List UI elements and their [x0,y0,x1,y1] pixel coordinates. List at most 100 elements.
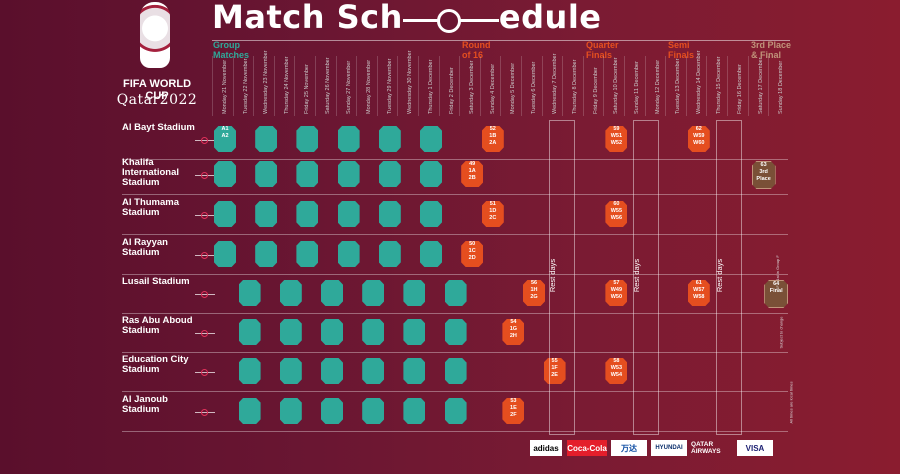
row-divider [122,313,788,314]
day-header: Friday 9 December [585,67,601,114]
day-header: Sunday 4 December [482,64,498,114]
day-separator [479,56,481,116]
match-text: A2 [221,133,229,139]
day-label: Thursday 24 November [283,56,290,114]
venue-name: Al Rayyan Stadium [122,237,168,258]
third-place-match-hex: 63 3rd Place [751,161,776,189]
venue-name: Al Thumama Stadium [122,197,180,218]
knockout-match-hex: 59 W51 W52 [605,126,628,152]
match-text: 63 [760,162,767,168]
sponsor-qatar-airways: QATAR AIRWAYS [691,441,721,455]
knockout-match-hex: 51 1D 2C [481,201,504,227]
match-text: 2B [468,175,476,181]
match-text: W51 [610,133,623,139]
match-text: W55 [610,208,623,214]
knockout-match-hex: 50 1C 2D [461,241,484,267]
trophy-emblem-icon [140,2,170,68]
group-match-hex [255,126,278,152]
day-header: Friday 16 December [729,64,745,114]
day-separator [624,56,625,116]
day-label: Thursday 8 December [572,59,579,114]
knockout-match-hex: 49 1A 2B [461,161,484,187]
match-text: 1A [468,168,476,174]
match-text: W52 [610,140,623,146]
group-match-hex [378,241,401,267]
day-separator [294,56,296,116]
match-text: A1 [221,126,229,132]
phase-group: Group Matches [213,40,249,60]
group-match-hex [255,201,278,227]
match-text: W56 [610,215,623,221]
side-note: 1F = 1st in Group F [774,255,780,290]
group-match-hex [337,201,360,227]
match-text: W57 [693,287,705,293]
match-text: 1F [551,365,558,371]
day-separator [500,56,502,116]
group-match-hex [321,280,343,306]
match-text: 2H [509,333,517,339]
group-match-hex [362,398,385,424]
group-match-hex [362,280,385,306]
group-match-hex [321,358,343,384]
day-separator [665,56,667,116]
day-separator [253,56,255,116]
day-header: Tuesday 29 November [379,59,395,114]
phase-label: Finals [668,50,695,60]
match-text: 52 [489,126,496,132]
match-text: 55 [551,358,558,364]
day-label: Wednesday 30 November [407,50,414,115]
group-match-hex [238,358,261,384]
match-text: 62 [695,126,702,132]
day-label: Thursday 15 December [716,56,723,114]
day-label: Monday 21 November [222,59,228,114]
group-match-hex [214,201,236,227]
match-text: 60 [613,201,620,207]
group-match-hex [378,126,401,152]
knockout-match-hex: 55 1F 2E [543,358,566,384]
match-text: 2F [510,412,517,418]
day-label: Sunday 27 November [345,60,352,114]
group-match-hex [337,126,360,152]
phase-label: Quarter [586,40,619,50]
day-header: Sunday 11 December [626,61,642,114]
group-match-hex [420,201,442,227]
day-separator [747,56,749,116]
match-text: 53 [510,398,517,404]
group-match-hex [362,358,385,384]
day-separator [459,56,461,116]
match-text: 1H [530,287,538,293]
group-match-hex [238,319,261,345]
match-text: 50 [469,241,476,247]
venue-dot-icon [201,369,208,376]
group-match-hex [214,161,236,187]
day-label: Saturday 3 December [469,60,476,115]
group-match-hex [296,161,319,187]
group-match-hex [337,161,360,187]
group-match-hex [444,280,467,306]
title-left: Match Sch [212,0,403,36]
group-match-hex [296,126,319,152]
match-text: W54 [610,372,623,378]
day-header: Wednesday 30 November [399,51,415,115]
phase-label: Finals [586,50,613,60]
group-match-hex [279,319,302,345]
rest-column: Rest days [632,120,659,435]
match-text: 1E [510,405,517,411]
day-label: Monday 28 November [366,59,373,114]
venue-name: Ras Abu Aboud Stadium [122,315,193,336]
venue-dot-icon [201,252,208,259]
match-text: 59 [613,126,620,132]
logo-text: FIFA WORLD CUP [122,78,192,102]
venue-name: Education City Stadium [122,354,189,375]
day-separator [644,56,646,116]
match-text: W59 [693,133,705,139]
venue-name: Al Janoub Stadium [122,394,168,415]
day-label: Sunday 18 December [778,60,785,114]
day-separator [541,56,543,116]
page-title: Match Sch edule [212,0,601,34]
day-header: Wednesday 23 November [255,51,271,115]
phase-label: & Final [751,50,782,60]
day-header: Monday 5 December [502,63,518,114]
day-label: Thursday 1 December [428,59,434,114]
day-label: Sunday 11 December [634,61,640,114]
